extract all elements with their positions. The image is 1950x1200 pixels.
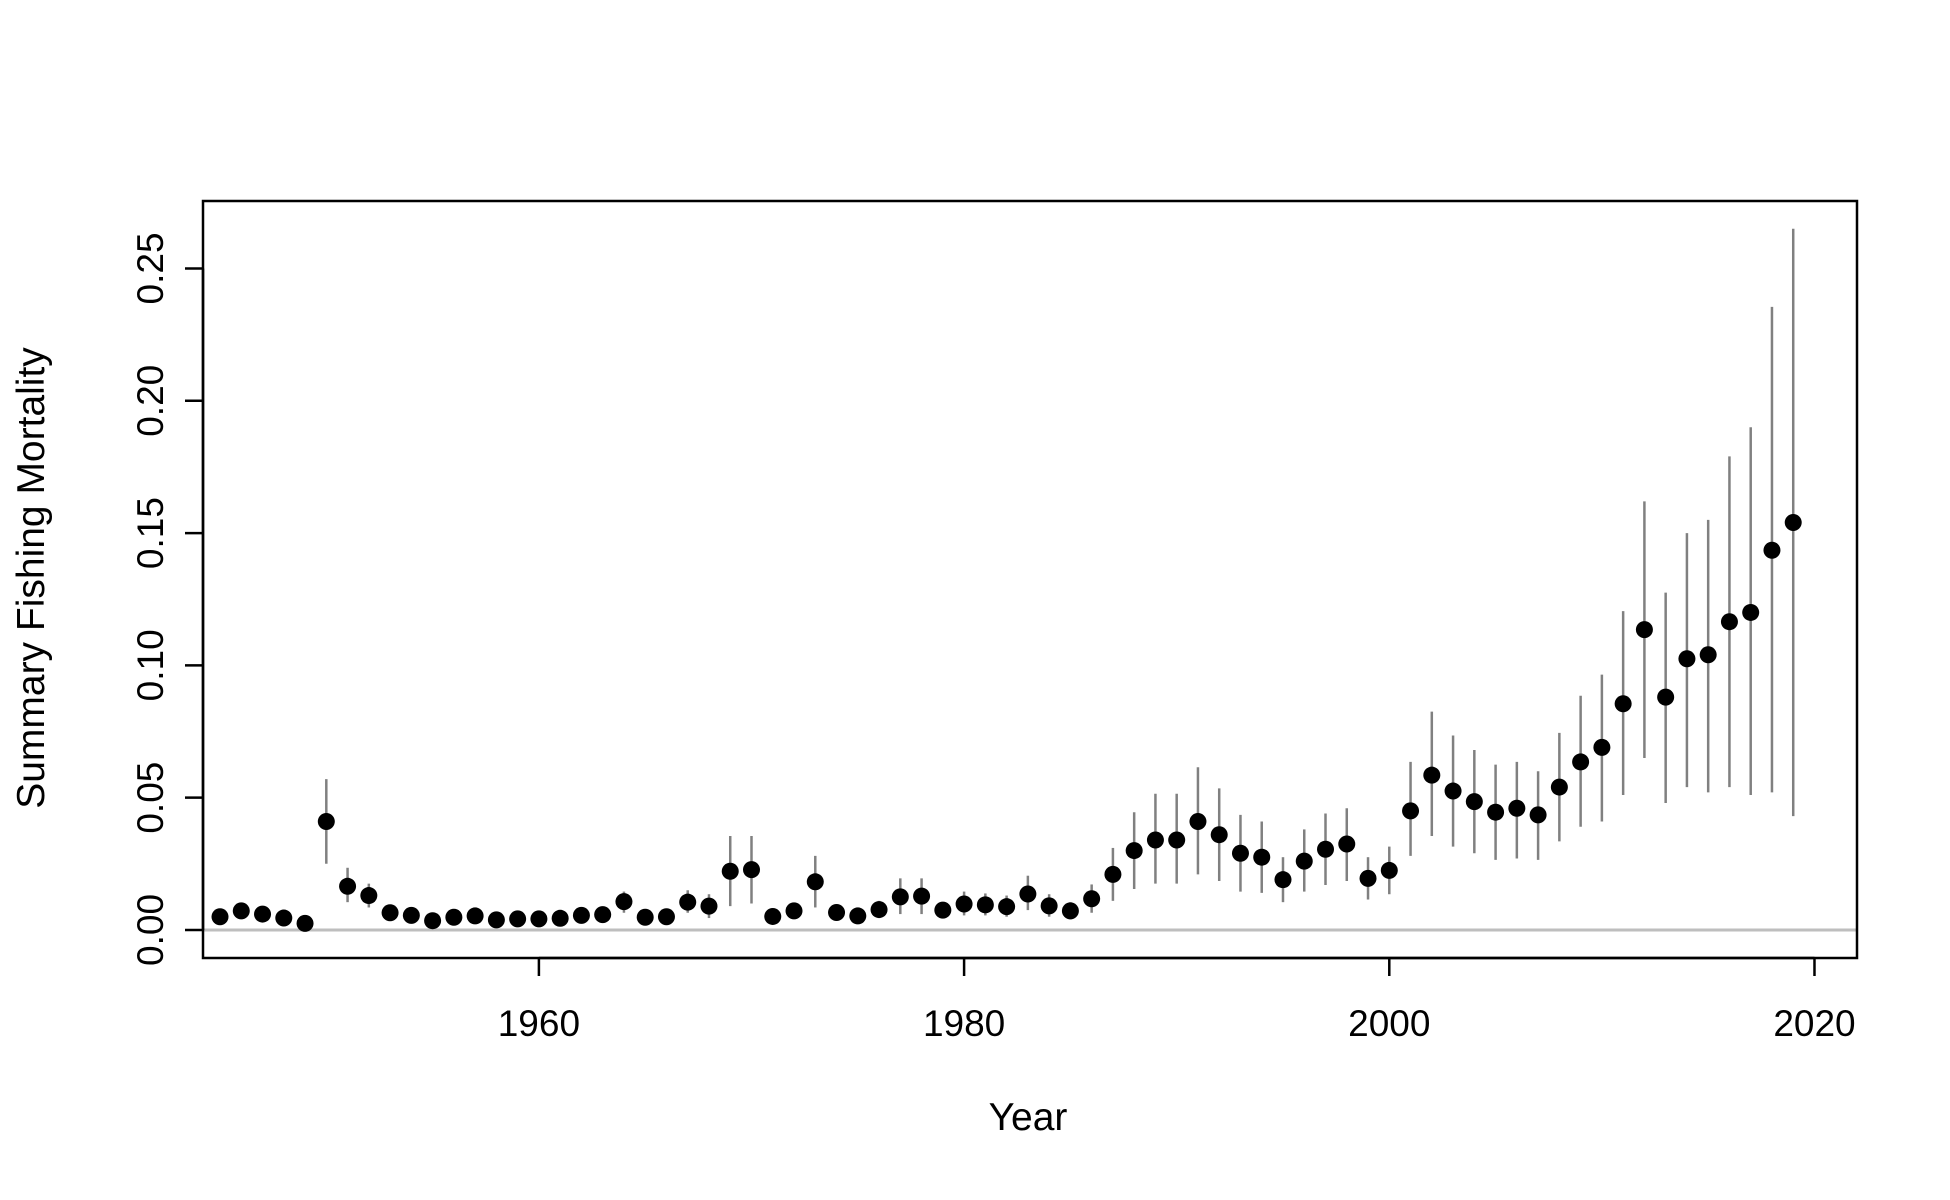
data-point — [1253, 848, 1271, 866]
y-tick-label: 0.20 — [130, 365, 171, 437]
data-point — [913, 887, 931, 905]
data-point — [1146, 831, 1164, 849]
data-point — [232, 902, 250, 920]
x-tick-label: 1980 — [923, 1003, 1005, 1044]
data-point — [1529, 806, 1547, 824]
data-point — [594, 906, 612, 924]
data-point — [721, 862, 739, 880]
data-point — [934, 901, 952, 919]
data-point — [636, 908, 654, 926]
data-point — [891, 888, 909, 906]
x-axis: 1960 1980 2000 2020 — [498, 956, 1856, 1044]
data-point — [1444, 782, 1462, 800]
x-tick-label: 2000 — [1348, 1003, 1430, 1044]
data-point — [1274, 871, 1292, 889]
data-point — [487, 911, 505, 929]
data-point — [849, 907, 867, 925]
data-point — [254, 905, 272, 923]
data-point — [1699, 646, 1717, 664]
data-point — [806, 873, 824, 891]
data-point — [1678, 650, 1696, 668]
y-axis-title: Summary Fishing Mortality — [10, 347, 53, 809]
data-point — [1763, 541, 1781, 559]
data-point — [402, 906, 420, 924]
data-point — [1231, 844, 1249, 862]
x-tick-label: 2020 — [1773, 1003, 1855, 1044]
y-axis: 0.00 0.05 0.10 0.15 0.20 0.25 — [130, 232, 205, 966]
data-point — [445, 908, 463, 926]
data-point — [1061, 902, 1079, 920]
data-point — [296, 914, 314, 932]
y-tick-label: 0.05 — [130, 762, 171, 834]
data-point — [679, 893, 697, 911]
data-point — [1614, 695, 1632, 713]
data-point — [1189, 812, 1207, 830]
data-point — [976, 896, 994, 914]
data-point — [275, 909, 293, 927]
data-point — [1720, 613, 1738, 631]
data-point — [828, 903, 846, 921]
x-tick-label: 1960 — [498, 1003, 580, 1044]
data-points — [211, 513, 1802, 932]
data-point — [1423, 766, 1441, 784]
data-point — [572, 906, 590, 924]
data-point — [657, 908, 675, 926]
data-point — [742, 861, 760, 879]
data-point — [317, 812, 335, 830]
data-point — [1295, 852, 1313, 870]
data-point — [1465, 793, 1483, 811]
data-point — [1550, 778, 1568, 796]
data-point — [1210, 826, 1228, 844]
data-point — [1635, 621, 1653, 639]
data-point — [1125, 842, 1143, 860]
y-tick-label: 0.15 — [130, 497, 171, 569]
data-point — [1019, 885, 1037, 903]
y-tick-label: 0.00 — [130, 894, 171, 966]
data-point — [211, 908, 229, 926]
data-point — [1657, 688, 1675, 706]
data-point — [1402, 802, 1420, 820]
data-point — [1784, 513, 1802, 531]
data-point — [1338, 835, 1356, 853]
data-point — [1104, 865, 1122, 883]
data-point — [764, 907, 782, 925]
data-point — [1380, 861, 1398, 879]
data-point — [530, 910, 548, 928]
data-point — [1083, 890, 1101, 908]
data-point — [1487, 803, 1505, 821]
data-point — [424, 912, 442, 930]
data-point — [466, 907, 484, 925]
data-point — [339, 877, 357, 895]
data-point — [551, 909, 569, 927]
data-point — [1359, 869, 1377, 887]
data-point — [1508, 799, 1526, 817]
data-point — [998, 898, 1016, 916]
data-point — [700, 897, 718, 915]
data-point — [955, 895, 973, 913]
data-point — [1593, 738, 1611, 756]
data-point — [381, 904, 399, 922]
data-point — [360, 887, 378, 905]
data-point — [1040, 897, 1058, 915]
data-point — [509, 910, 527, 928]
x-axis-title: Year — [989, 1096, 1068, 1139]
data-point — [1572, 753, 1590, 771]
data-point — [1317, 840, 1335, 858]
data-point — [870, 901, 888, 919]
data-point — [1168, 831, 1186, 849]
data-point — [1742, 603, 1760, 621]
y-tick-label: 0.10 — [130, 629, 171, 701]
y-tick-label: 0.25 — [130, 232, 171, 304]
data-point — [615, 893, 633, 911]
data-point — [785, 902, 803, 920]
